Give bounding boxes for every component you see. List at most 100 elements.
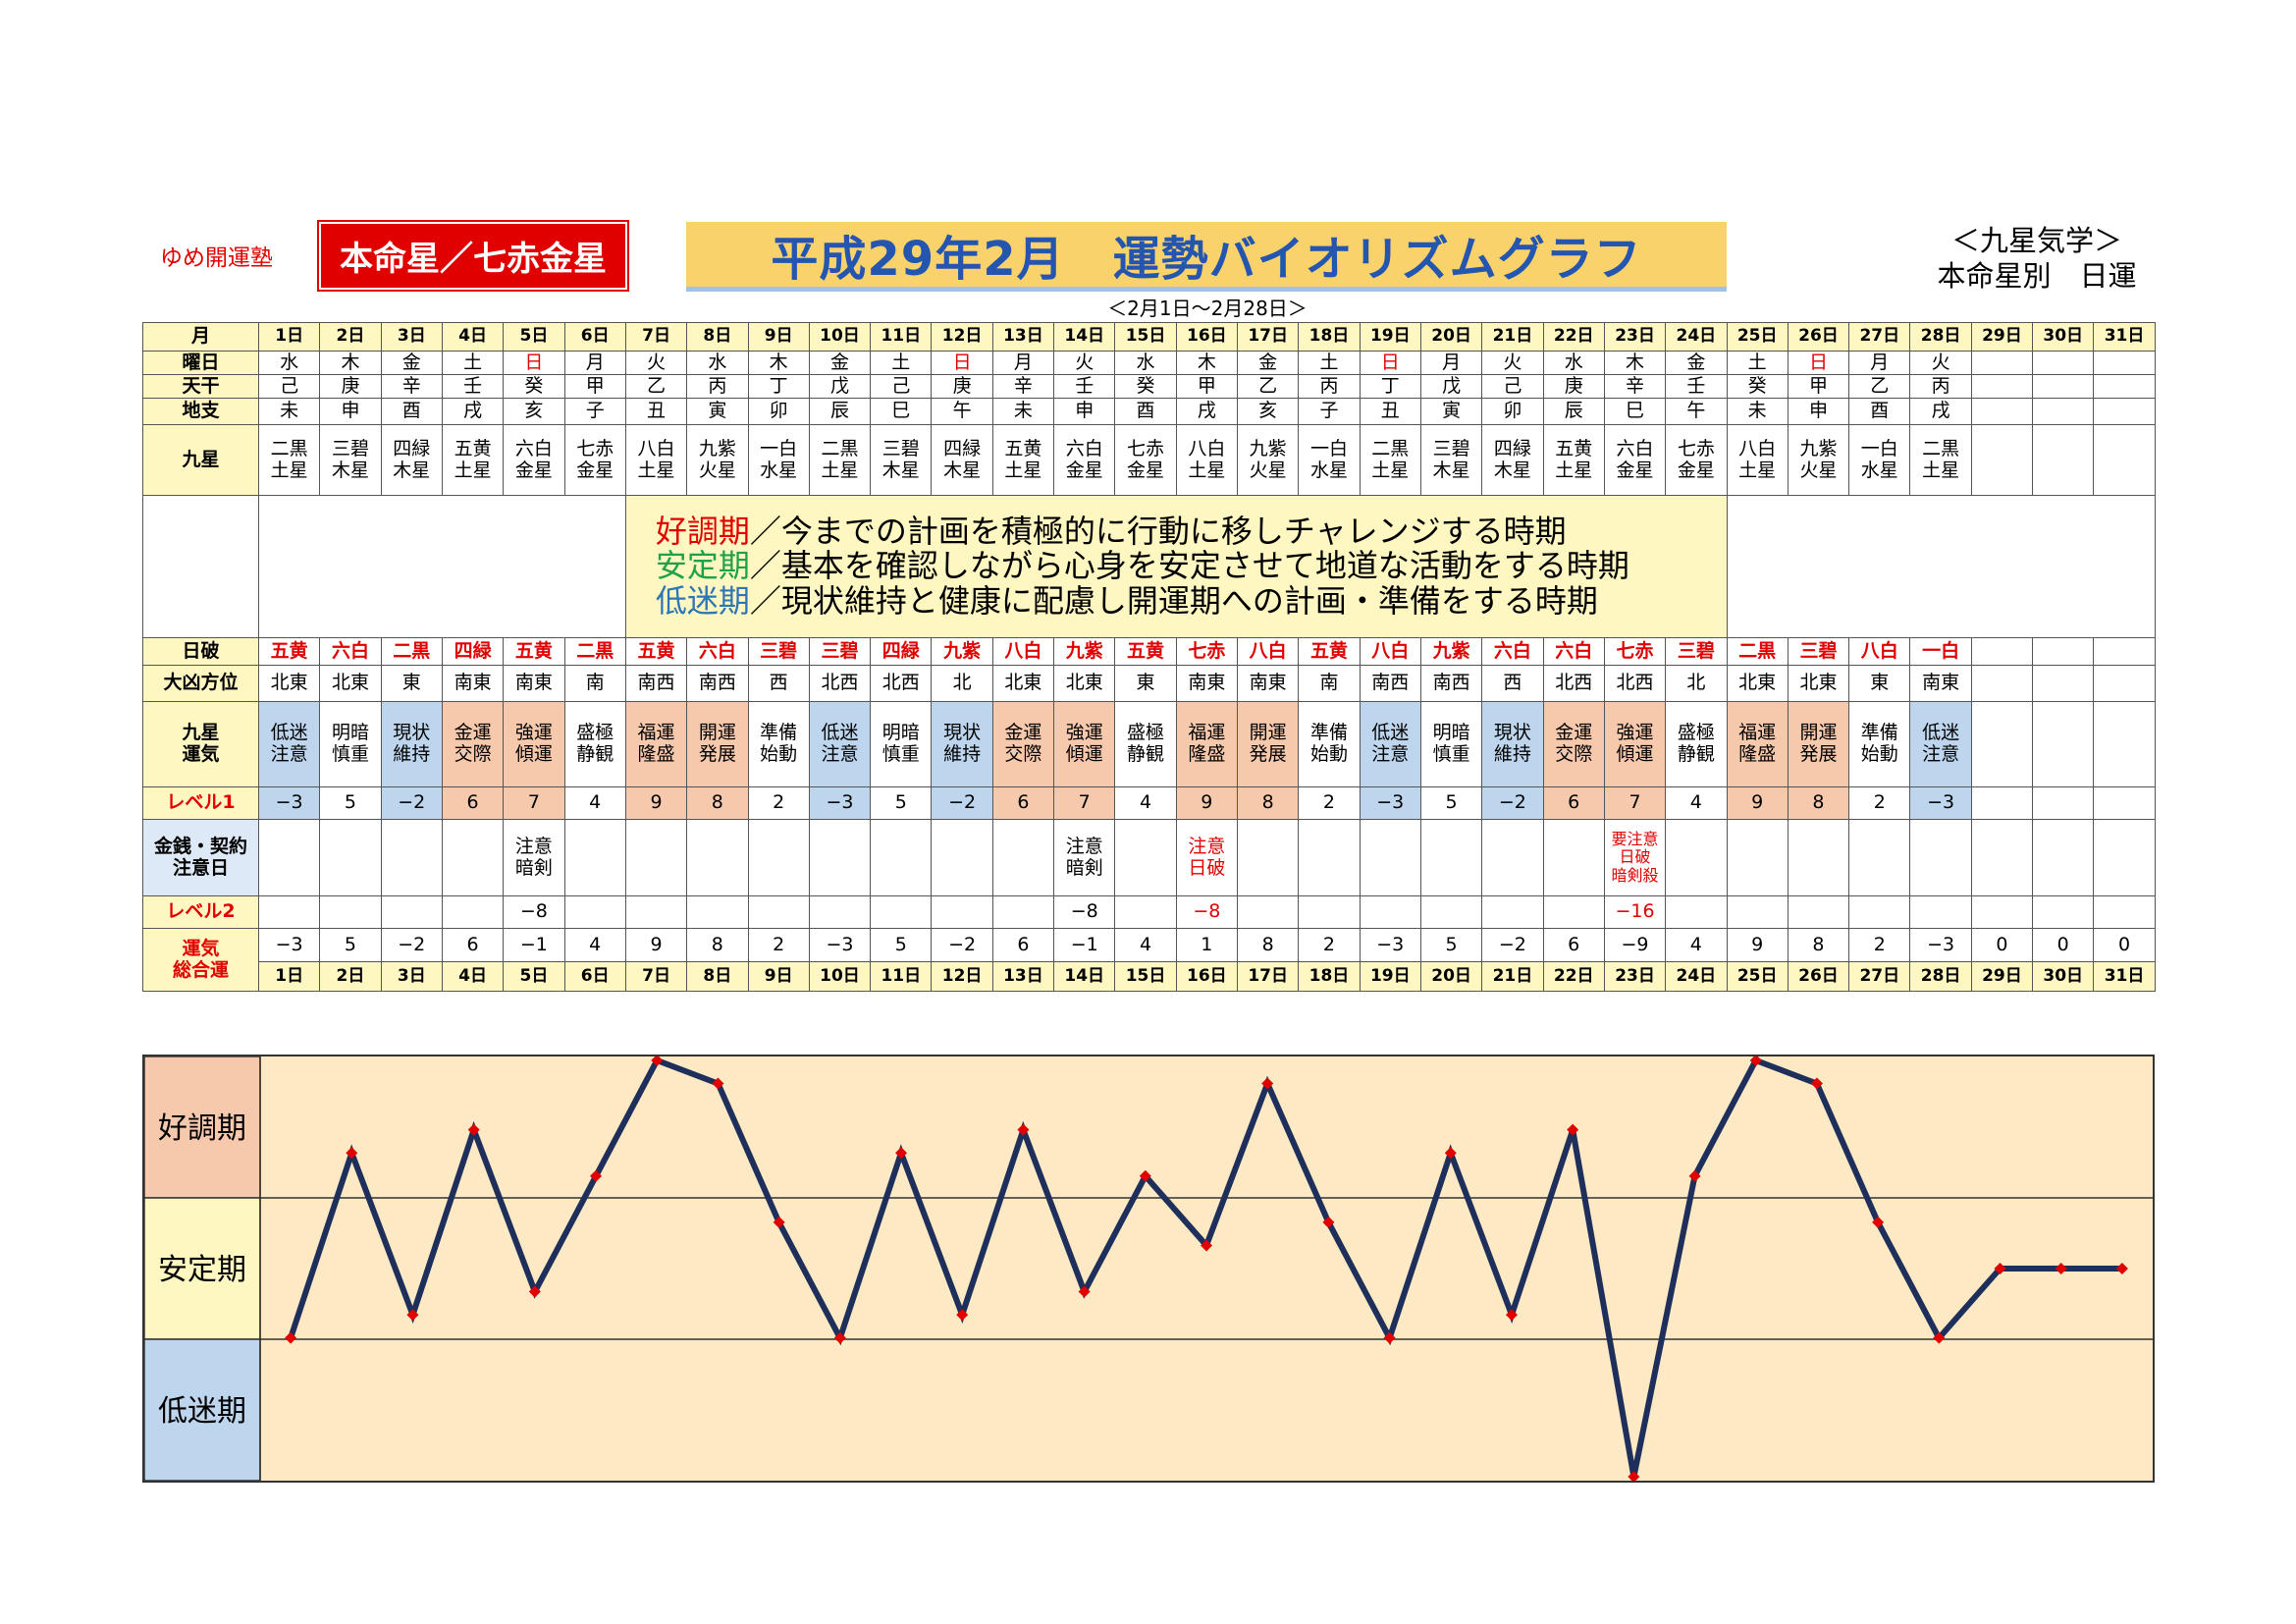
chishi-cell: 亥 (1236, 398, 1300, 425)
level2-cell: −16 (1603, 895, 1667, 929)
level2-cell (686, 895, 749, 929)
level1-cell: 9 (624, 786, 688, 820)
daikyo-cell: 北西 (1542, 665, 1605, 702)
money-caution-cell (1359, 819, 1421, 896)
day-footer-cell: 12日 (931, 961, 993, 992)
data-point (1017, 1123, 1030, 1136)
nippa-cell: 二黒 (1726, 637, 1789, 666)
day-header-cell: 15日 (1114, 322, 1177, 352)
chishi-cell: 卯 (747, 398, 810, 425)
total-cell: 5 (870, 928, 933, 962)
nippa-cell: 三碧 (808, 637, 872, 666)
day-header-cell: 5日 (503, 322, 565, 352)
level2-cell (1236, 895, 1300, 929)
chishi-cell: 子 (563, 398, 626, 425)
total-cell: 0 (2032, 928, 2095, 962)
day-footer-cell: 21日 (1481, 961, 1544, 992)
chishi-cell: 丑 (624, 398, 688, 425)
chishi-cell: 酉 (1848, 398, 1911, 425)
daikyo-cell: 北東 (1053, 665, 1116, 702)
level2-cell (870, 895, 933, 929)
data-point (406, 1309, 419, 1322)
data-point (1383, 1331, 1396, 1344)
unki-row: 九星 運気 低迷 注意 明暗 慎重 現状 維持 金運 交際 強運 傾運 盛極 静観 福運 隆盛 開運 発展 準備 始動… (142, 701, 2156, 787)
weekday-cell: 火 (1909, 351, 1972, 375)
weekday-cell: 火 (1053, 351, 1116, 375)
weekday-cell: 土 (870, 351, 933, 375)
subtitle-kyusei: ＜九星気学＞ (1950, 224, 2122, 257)
money-caution-cell (931, 819, 993, 896)
weekday-cell: 火 (1481, 351, 1544, 375)
total-cell: 6 (1542, 928, 1605, 962)
data-point (467, 1123, 480, 1136)
subtitle-nichiun: 本命星別 日運 (1937, 259, 2137, 293)
total-cell: 4 (1114, 928, 1177, 962)
tenkan-cell: 辛 (380, 374, 443, 399)
data-point (1567, 1123, 1579, 1136)
day-header-cell: 14日 (1053, 322, 1116, 352)
legend-desc-good: ／今までの計画を積極的に行動に移しチャレンジする時期 (749, 513, 1567, 551)
chishi-cell: 寅 (686, 398, 749, 425)
day-header-cell: 25日 (1726, 322, 1789, 352)
daikyo-cell (2032, 665, 2095, 702)
total-cell: −2 (1481, 928, 1544, 962)
weekday-cell: 木 (1175, 351, 1239, 375)
total-cell: 0 (2093, 928, 2156, 962)
nippa-cell: 九紫 (1419, 637, 1483, 666)
level2-cell (1481, 895, 1544, 929)
daikyo-cell: 南 (1298, 665, 1361, 702)
daikyo-label: 大凶方位 (142, 665, 259, 702)
kyusei-cell: 六白 金星 (503, 424, 565, 496)
data-point (346, 1147, 358, 1160)
daikyo-cell: 北西 (870, 665, 933, 702)
level2-cell: −8 (1175, 895, 1239, 929)
day-footer-cell: 7日 (624, 961, 688, 992)
day-header-cell: 22日 (1542, 322, 1605, 352)
data-point (1261, 1077, 1274, 1090)
unki-cell: 低迷 注意 (1909, 701, 1972, 787)
daikyo-cell: 西 (1481, 665, 1544, 702)
money-caution-cell: 注意 暗剣 (1053, 819, 1116, 896)
daikyo-cell: 南東 (1236, 665, 1300, 702)
unki-cell (2093, 701, 2156, 787)
level1-cell: 7 (1053, 786, 1116, 820)
weekday-cell: 月 (991, 351, 1055, 375)
day-footer-cell: 6日 (563, 961, 626, 992)
tenkan-cell (1970, 374, 2034, 399)
chishi-cell: 午 (1665, 398, 1728, 425)
kyusei-cell: 五黄 土星 (1542, 424, 1605, 496)
day-header-cell: 30日 (2032, 322, 2095, 352)
legend-term-good: 好調期 (655, 513, 750, 551)
day-header-cell: 24日 (1665, 322, 1728, 352)
day-header-cell: 8日 (686, 322, 749, 352)
nippa-cell: 四緑 (441, 637, 505, 666)
total-cell: 5 (1419, 928, 1483, 962)
kyusei-cell: 四緑 木星 (1481, 424, 1544, 496)
chishi-cell: 酉 (1114, 398, 1177, 425)
level1-cell: 6 (1542, 786, 1605, 820)
total-cell: −2 (931, 928, 993, 962)
kyusei-cell: 三碧 木星 (319, 424, 382, 496)
data-point (1322, 1216, 1335, 1228)
day-footer-cell: 13日 (991, 961, 1055, 992)
tenkan-cell: 庚 (1542, 374, 1605, 399)
day-footer-cell: 25日 (1726, 961, 1789, 992)
level1-cell: 2 (747, 786, 810, 820)
chishi-cell (1970, 398, 2034, 425)
data-point (1505, 1309, 1518, 1322)
tenkan-cell: 癸 (1114, 374, 1177, 399)
money-caution-cell (1848, 819, 1911, 896)
weekday-cell: 日 (1787, 351, 1850, 375)
day-footer-cell: 26日 (1787, 961, 1850, 992)
chishi-cell: 未 (257, 398, 321, 425)
day-header-cell: 6日 (563, 322, 626, 352)
day-footer-cell: 23日 (1603, 961, 1667, 992)
money-caution-cell (2093, 819, 2156, 896)
level1-cell: 6 (991, 786, 1055, 820)
tenkan-cell: 壬 (441, 374, 505, 399)
daikyo-cell: 北西 (1603, 665, 1667, 702)
nippa-cell: 八白 (1359, 637, 1421, 666)
tenkan-cell: 丙 (1909, 374, 1972, 399)
weekday-row: 曜日水木金土日月火水木金土日月火水木金土日月火水木金土日月火 (142, 351, 2156, 375)
chishi-cell: 戌 (441, 398, 505, 425)
